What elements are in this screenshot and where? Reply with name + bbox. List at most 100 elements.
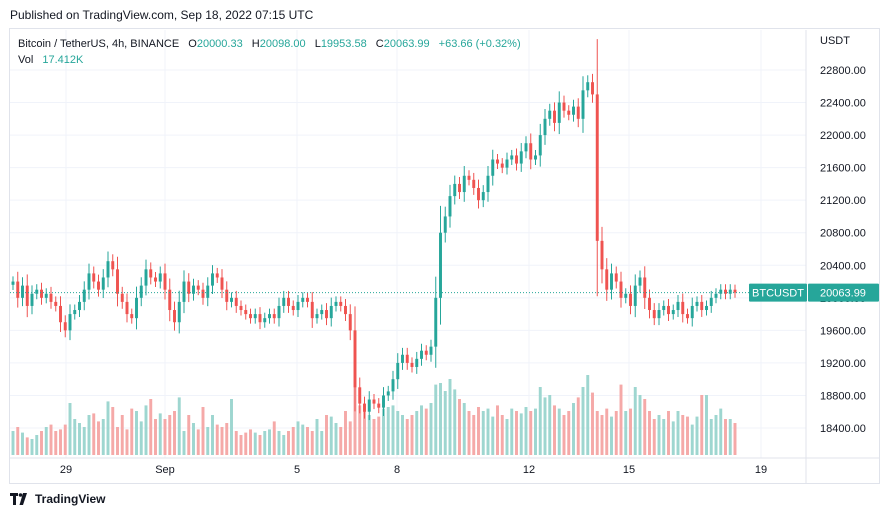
candle-body[interactable]: [306, 297, 309, 302]
candle-body[interactable]: [458, 183, 461, 193]
candle-body[interactable]: [239, 305, 243, 311]
candle-body[interactable]: [25, 285, 29, 306]
candle-body[interactable]: [439, 232, 442, 298]
candle-body[interactable]: [491, 159, 495, 176]
candle-body[interactable]: [291, 305, 295, 311]
candle-body[interactable]: [206, 285, 210, 298]
candle-body[interactable]: [572, 106, 575, 115]
candle-body[interactable]: [363, 403, 366, 412]
candle-body[interactable]: [192, 285, 195, 294]
candle-body[interactable]: [287, 297, 290, 306]
candle-body[interactable]: [367, 399, 371, 412]
candle-body[interactable]: [282, 297, 286, 306]
candle-body[interactable]: [310, 301, 314, 319]
candle-body[interactable]: [230, 297, 233, 302]
candle-body[interactable]: [543, 118, 547, 136]
candle-body[interactable]: [429, 346, 433, 355]
candle-body[interactable]: [372, 399, 376, 404]
candle-body[interactable]: [405, 354, 409, 363]
candle-body[interactable]: [187, 281, 191, 294]
candle-body[interactable]: [467, 175, 471, 180]
candle-body[interactable]: [567, 110, 571, 115]
candle-body[interactable]: [534, 155, 537, 160]
candle-body[interactable]: [154, 277, 157, 282]
candle-body[interactable]: [424, 350, 428, 355]
candle-body[interactable]: [234, 297, 238, 306]
candle-body[interactable]: [225, 289, 229, 302]
candle-body[interactable]: [624, 293, 628, 298]
candle-body[interactable]: [709, 297, 713, 306]
last-price-tag[interactable]: [808, 283, 879, 302]
candle-body[interactable]: [377, 403, 381, 408]
candle-body[interactable]: [87, 273, 91, 290]
candle-body[interactable]: [396, 362, 400, 380]
candle-body[interactable]: [638, 277, 642, 286]
candle-body[interactable]: [401, 354, 404, 363]
candle-body[interactable]: [695, 301, 699, 306]
candle-body[interactable]: [500, 163, 504, 168]
candle-body[interactable]: [272, 314, 276, 319]
candle-body[interactable]: [106, 261, 110, 278]
candle-body[interactable]: [472, 179, 476, 188]
candle-body[interactable]: [648, 297, 651, 311]
candle-body[interactable]: [315, 314, 319, 319]
candle-body[interactable]: [676, 301, 680, 311]
candle-body[interactable]: [149, 269, 153, 278]
candle-body[interactable]: [481, 192, 485, 201]
candle-body[interactable]: [168, 289, 172, 311]
candle-body[interactable]: [586, 82, 590, 91]
candle-body[interactable]: [35, 289, 39, 294]
candle-body[interactable]: [453, 183, 457, 197]
candle-body[interactable]: [358, 387, 362, 404]
candle-body[interactable]: [705, 305, 708, 311]
candle-body[interactable]: [21, 285, 24, 298]
candle-body[interactable]: [477, 187, 480, 201]
candle-body[interactable]: [581, 90, 585, 119]
candle-body[interactable]: [434, 297, 438, 347]
candle-body[interactable]: [344, 305, 347, 315]
candle-body[interactable]: [144, 269, 148, 286]
candle-body[interactable]: [92, 273, 96, 282]
candle-body[interactable]: [386, 391, 390, 396]
candle-body[interactable]: [510, 155, 514, 160]
candle-body[interactable]: [557, 102, 561, 123]
candle-body[interactable]: [700, 301, 704, 311]
candle-body[interactable]: [301, 297, 305, 302]
candle-body[interactable]: [728, 289, 732, 294]
candle-body[interactable]: [348, 314, 352, 331]
candle-body[interactable]: [614, 273, 618, 282]
candle-body[interactable]: [139, 285, 143, 298]
candle-body[interactable]: [334, 301, 338, 306]
candle-body[interactable]: [529, 143, 533, 160]
candle-body[interactable]: [258, 314, 262, 323]
candle-body[interactable]: [353, 330, 357, 388]
candle-body[interactable]: [215, 273, 219, 278]
candle-body[interactable]: [120, 293, 124, 302]
candle-body[interactable]: [82, 289, 86, 302]
candle-body[interactable]: [553, 110, 556, 123]
candle-body[interactable]: [662, 305, 666, 311]
candle-body[interactable]: [329, 305, 333, 319]
candle-body[interactable]: [101, 277, 105, 290]
candle-body[interactable]: [253, 314, 257, 319]
candle-body[interactable]: [196, 285, 200, 290]
candle-body[interactable]: [339, 301, 343, 306]
candle-body[interactable]: [667, 305, 670, 315]
candle-body[interactable]: [671, 310, 675, 315]
candle-body[interactable]: [177, 301, 181, 323]
candle-body[interactable]: [268, 314, 271, 319]
candle-body[interactable]: [40, 289, 43, 298]
candle-body[interactable]: [410, 362, 414, 367]
candle-body[interactable]: [524, 143, 528, 152]
candle-body[interactable]: [652, 310, 656, 319]
candle-body[interactable]: [619, 281, 623, 298]
candle-body[interactable]: [595, 94, 599, 241]
candle-body[interactable]: [54, 301, 58, 306]
candle-body[interactable]: [325, 310, 328, 319]
candle-body[interactable]: [486, 175, 490, 193]
candle-body[interactable]: [220, 277, 224, 290]
candle-body[interactable]: [538, 135, 542, 156]
candle-body[interactable]: [16, 281, 20, 298]
candle-body[interactable]: [415, 358, 419, 367]
